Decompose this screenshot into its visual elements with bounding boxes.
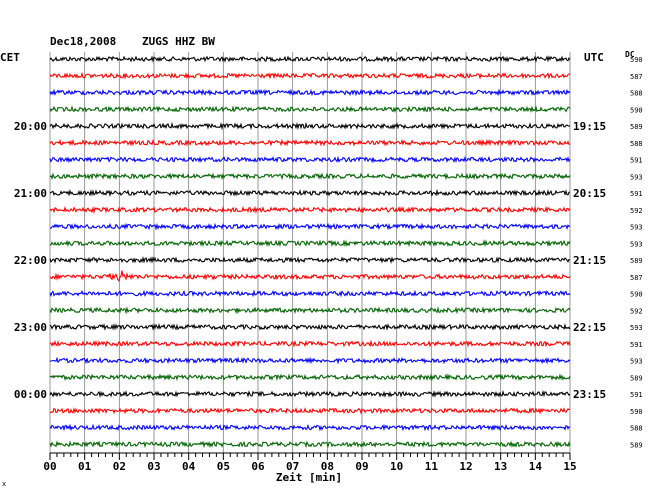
dc-value: 587	[630, 274, 643, 282]
trace-line-10	[49, 205, 571, 214]
x-tick-label: 04	[182, 460, 196, 473]
trace-line-16	[49, 306, 571, 315]
trace-line-22	[49, 406, 571, 415]
x-tick-label: 06	[251, 460, 265, 473]
dc-value: 591	[630, 391, 643, 399]
x-tick-label: 15	[563, 460, 576, 473]
right-hour-label: 20:15	[573, 187, 606, 200]
dc-value: 592	[630, 307, 643, 315]
left-hour-label: 21:00	[14, 187, 47, 200]
trace-line-18	[49, 339, 571, 348]
trace-line-21	[49, 389, 571, 398]
dc-value: 592	[630, 207, 643, 215]
left-hour-labels: 20:00 21:00 22:00 23:00 00:00	[14, 120, 47, 401]
x-tick-label: 00	[43, 460, 56, 473]
x-axis-title: Zeit [min]	[276, 471, 342, 484]
trace-line-2	[49, 71, 571, 80]
trace-line-4	[49, 105, 571, 114]
x-tick-label: 05	[217, 460, 230, 473]
right-hour-label: 21:15	[573, 254, 606, 267]
dc-value: 593	[630, 358, 643, 366]
left-hour-label: 22:00	[14, 254, 47, 267]
dc-value: 589	[630, 123, 643, 131]
trace-line-20	[49, 373, 571, 382]
x-tick-label: 07	[286, 460, 299, 473]
dc-value: 590	[630, 408, 643, 416]
station-label: ZUGS HHZ BW	[142, 35, 215, 48]
dc-value: 588	[630, 140, 643, 148]
trace-line-12	[49, 239, 571, 248]
left-timezone-label: CET	[0, 51, 20, 64]
dc-value: 588	[630, 90, 643, 98]
x-tick-label: 12	[459, 460, 472, 473]
dc-value: 593	[630, 173, 643, 181]
dc-value: 589	[630, 257, 643, 265]
date-label: Dec18,2008	[50, 35, 116, 48]
dc-values: 590 587 588 590 589 588 591 593 591 592 593 593 589 5…	[630, 56, 643, 449]
dc-value: 587	[630, 73, 643, 81]
dc-value: 593	[630, 240, 643, 248]
dc-value: 588	[630, 425, 643, 433]
x-tick-label: 11	[425, 460, 439, 473]
dc-column-header: DC	[625, 50, 635, 59]
dc-value: 590	[630, 291, 643, 299]
dc-value: 593	[630, 324, 643, 332]
trace-line-17	[49, 323, 571, 332]
x-tick-label: 02	[113, 460, 126, 473]
trace-line-14	[49, 270, 571, 283]
dc-value: 591	[630, 341, 643, 349]
trace-line-23	[49, 423, 571, 432]
x-axis: 00 01 02 03 04 05 06 07 08 09 10 11 12 13 14 15	[43, 452, 577, 473]
x-tick-label: 08	[321, 460, 334, 473]
dc-value: 591	[630, 190, 643, 198]
trace-lines	[49, 55, 571, 449]
dc-value: 589	[630, 374, 643, 382]
left-hour-label: 23:00	[14, 321, 47, 334]
dc-value: 590	[630, 106, 643, 114]
trace-line-19	[49, 356, 571, 365]
trace-line-11	[49, 222, 571, 231]
x-tick-label: 13	[494, 460, 507, 473]
x-tick-label: 01	[78, 460, 92, 473]
dc-value: 590	[630, 56, 643, 64]
right-hour-label: 23:15	[573, 388, 606, 401]
minute-gridlines	[49, 52, 571, 453]
right-hour-labels: 19:15 20:15 21:15 22:15 23:15	[573, 120, 606, 401]
trace-line-7	[49, 155, 571, 164]
trace-line-15	[49, 289, 571, 298]
trace-line-5	[49, 121, 571, 131]
left-hour-label: 00:00	[14, 388, 47, 401]
x-tick-label: 10	[390, 460, 403, 473]
x-tick-label: 03	[147, 460, 160, 473]
trace-line-24	[49, 440, 571, 449]
trace-line-9	[49, 188, 571, 198]
right-timezone-label: UTC	[584, 51, 604, 64]
trace-line-3	[49, 88, 571, 97]
trace-line-1	[49, 55, 571, 63]
x-tick-label: 09	[355, 460, 368, 473]
x-tick-label: 14	[529, 460, 543, 473]
trace-line-8	[49, 172, 571, 181]
trace-line-6	[49, 138, 571, 147]
dc-value: 589	[630, 441, 643, 449]
trace-line-13	[49, 256, 571, 265]
right-hour-label: 22:15	[573, 321, 606, 334]
dc-value: 591	[630, 157, 643, 165]
dc-value: 593	[630, 224, 643, 232]
left-hour-label: 20:00	[14, 120, 47, 133]
right-hour-label: 19:15	[573, 120, 606, 133]
corner-mark: x	[2, 480, 6, 488]
